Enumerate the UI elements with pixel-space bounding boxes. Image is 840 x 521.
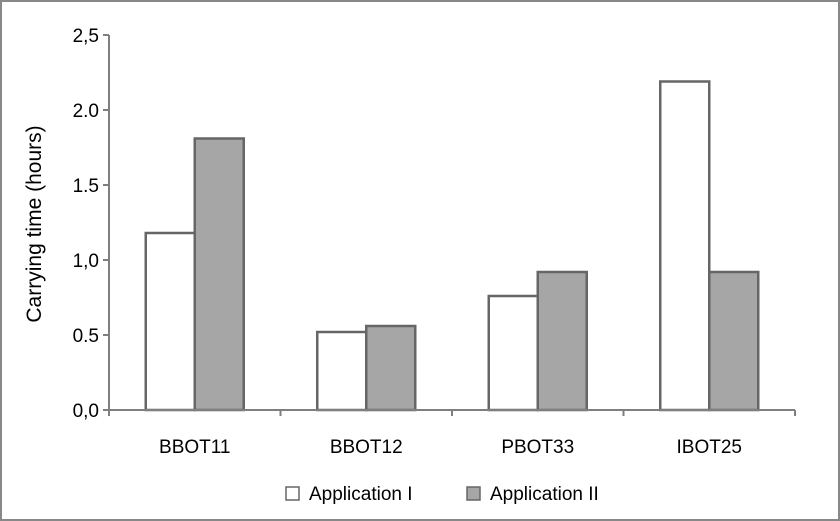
x-category-label: BBOT12 xyxy=(330,437,403,458)
bar-application-i-bbot11 xyxy=(144,231,196,412)
x-category-label: PBOT33 xyxy=(501,437,574,458)
y-tick-label: 2,5 xyxy=(73,26,99,47)
bar-application-ii-bbot12 xyxy=(365,324,417,412)
legend-swatch-application-ii xyxy=(466,486,481,501)
bar-application-i-pbot33 xyxy=(487,294,539,412)
bar-application-i-bbot12 xyxy=(316,330,368,412)
y-axis-title: Carrying time (hours) xyxy=(23,125,46,322)
y-tick-label: 1,0 xyxy=(73,251,99,272)
y-axis-ticks: 0,0 0.5 1,0 1.5 2.0 2,5 xyxy=(73,26,109,422)
y-tick-label: 0.5 xyxy=(73,326,99,347)
y-tick-label: 2.0 xyxy=(73,101,99,122)
legend-swatch-application-i xyxy=(285,486,300,501)
bar-application-i-ibot25 xyxy=(659,80,711,412)
x-category-label: BBOT11 xyxy=(159,437,230,458)
y-tick-label: 1.5 xyxy=(73,176,99,197)
bar-application-ii-pbot33 xyxy=(536,270,588,412)
y-tick-label: 0,0 xyxy=(73,401,99,422)
bar-marks xyxy=(144,80,760,412)
bar-application-ii-bbot11 xyxy=(193,137,245,412)
legend-label-application-ii: Application II xyxy=(490,484,599,505)
legend: Application I Application II xyxy=(285,484,599,505)
x-category-label: IBOT25 xyxy=(677,437,742,458)
legend-label-application-i: Application I xyxy=(309,484,413,505)
bar-application-ii-ibot25 xyxy=(708,270,760,412)
x-axis-ticks: BBOT11 BBOT12 PBOT33 IBOT25 xyxy=(108,410,796,458)
